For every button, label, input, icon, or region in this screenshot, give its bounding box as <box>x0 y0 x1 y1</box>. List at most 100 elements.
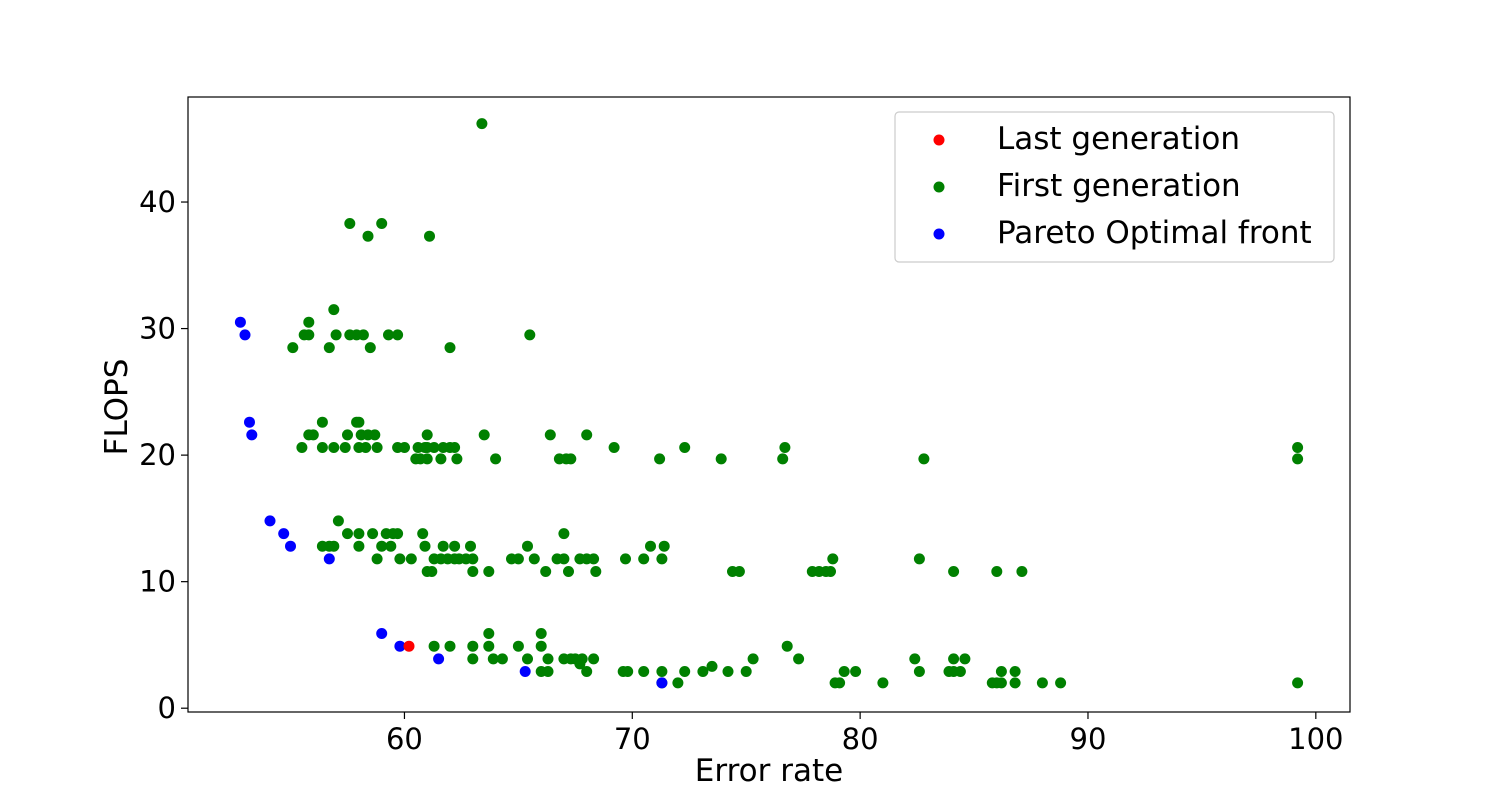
y-axis-label: FLOPS <box>99 359 135 456</box>
point-first-generation <box>733 566 745 577</box>
point-first-generation <box>535 628 547 639</box>
point-first-generation <box>542 666 554 677</box>
point-first-generation <box>307 429 319 441</box>
point-first-generation <box>405 553 417 565</box>
point-pareto-optimal-front <box>285 540 296 552</box>
x-tick-label: 100 <box>1288 722 1343 756</box>
point-pareto-optimal-front <box>244 416 255 428</box>
point-first-generation <box>581 429 593 441</box>
legend-box <box>894 111 1335 263</box>
point-first-generation <box>574 658 586 670</box>
point-first-generation <box>558 553 570 565</box>
point-first-generation <box>444 342 456 354</box>
point-first-generation <box>496 653 508 665</box>
point-first-generation <box>948 653 960 665</box>
legend-marker-first-generation <box>933 181 945 193</box>
point-first-generation <box>747 653 759 665</box>
point-first-generation <box>825 566 836 577</box>
point-first-generation <box>385 540 397 552</box>
point-first-generation <box>426 566 438 577</box>
point-first-generation <box>995 677 1007 689</box>
legend-label-last-generation: Last generation <box>997 121 1240 157</box>
y-tick-label: 30 <box>139 312 176 346</box>
point-first-generation <box>838 666 850 677</box>
point-first-generation <box>421 429 433 441</box>
point-first-generation <box>834 677 846 689</box>
point-first-generation <box>478 429 490 441</box>
point-first-generation <box>487 653 499 665</box>
point-first-generation <box>392 528 404 540</box>
point-first-generation <box>339 442 351 453</box>
legend-label-first-generation: First generation <box>997 168 1241 204</box>
point-first-generation <box>781 640 793 652</box>
point-first-generation <box>512 553 524 565</box>
point-first-generation <box>449 540 461 552</box>
point-first-generation <box>287 342 299 354</box>
point-first-generation <box>421 453 433 465</box>
series-pareto-optimal-front <box>234 316 668 689</box>
point-first-generation <box>793 653 805 665</box>
point-first-generation <box>913 553 925 565</box>
point-pareto-optimal-front <box>234 316 246 328</box>
point-first-generation <box>483 640 495 652</box>
point-first-generation <box>1292 442 1304 453</box>
point-pareto-optimal-front <box>278 528 290 540</box>
point-first-generation <box>522 540 533 552</box>
point-first-generation <box>877 677 889 689</box>
point-first-generation <box>645 540 656 552</box>
point-first-generation <box>1292 677 1304 689</box>
point-first-generation <box>558 528 570 540</box>
point-first-generation <box>483 628 495 639</box>
point-first-generation <box>364 342 376 354</box>
point-first-generation <box>316 416 328 428</box>
point-first-generation <box>524 329 536 341</box>
point-first-generation <box>658 540 670 552</box>
point-first-generation <box>654 453 666 465</box>
point-first-generation <box>608 442 620 453</box>
point-first-generation <box>679 666 691 677</box>
point-first-generation <box>353 528 365 540</box>
legend-label-pareto-optimal-front: Pareto Optimal front <box>997 215 1312 251</box>
point-first-generation <box>342 429 353 441</box>
x-tick-label: 80 <box>842 722 879 756</box>
y-tick-label: 10 <box>139 565 176 599</box>
y-tick-label: 0 <box>158 691 176 725</box>
legend-marker-last-generation <box>933 134 945 146</box>
point-pareto-optimal-front <box>246 429 258 441</box>
point-first-generation <box>376 218 388 229</box>
point-first-generation <box>303 329 315 341</box>
point-first-generation <box>342 528 353 540</box>
point-first-generation <box>656 666 668 677</box>
point-first-generation <box>330 329 342 341</box>
point-pareto-optimal-front <box>433 653 445 665</box>
point-first-generation <box>428 640 440 652</box>
point-first-generation <box>535 640 547 652</box>
point-first-generation <box>522 653 533 665</box>
point-first-generation <box>424 230 435 242</box>
point-first-generation <box>740 666 752 677</box>
point-first-generation <box>465 540 476 552</box>
point-first-generation <box>316 442 328 453</box>
point-first-generation <box>544 429 556 441</box>
point-first-generation <box>542 653 554 665</box>
point-first-generation <box>328 304 340 316</box>
point-first-generation <box>367 528 379 540</box>
point-first-generation <box>344 218 356 229</box>
point-first-generation <box>622 666 634 677</box>
point-first-generation <box>357 329 369 341</box>
point-first-generation <box>392 329 404 341</box>
point-first-generation <box>918 453 930 465</box>
y-tick-label: 20 <box>139 438 176 472</box>
point-first-generation <box>1009 666 1021 677</box>
point-first-generation <box>383 329 394 341</box>
point-first-generation <box>449 442 461 453</box>
point-first-generation <box>467 640 479 652</box>
point-first-generation <box>850 666 862 677</box>
legend: Last generation First generation Pareto … <box>894 111 1335 263</box>
point-first-generation <box>353 416 365 428</box>
point-first-generation <box>706 660 718 672</box>
point-first-generation <box>419 540 431 552</box>
point-first-generation <box>995 666 1007 677</box>
point-first-generation <box>528 553 540 565</box>
point-first-generation <box>490 453 502 465</box>
